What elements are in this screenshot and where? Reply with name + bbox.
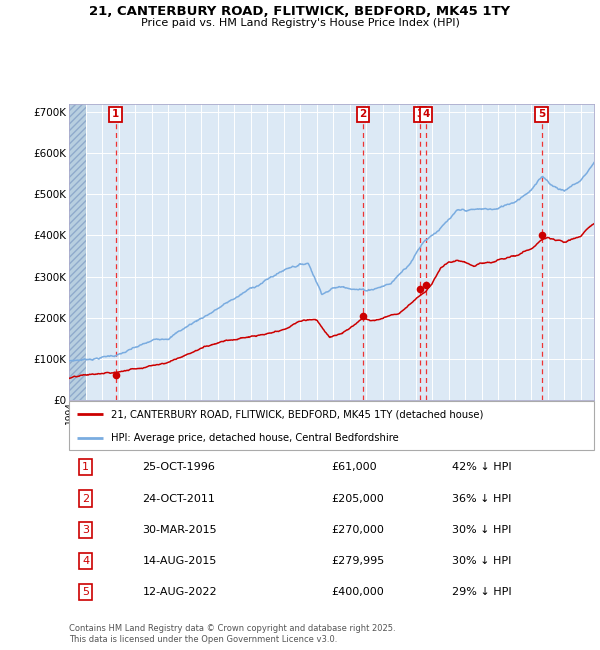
Text: 42% ↓ HPI: 42% ↓ HPI — [452, 462, 512, 473]
Text: 5: 5 — [538, 109, 545, 120]
Text: 4: 4 — [82, 556, 89, 566]
Text: 30-MAR-2015: 30-MAR-2015 — [143, 525, 217, 535]
Text: 5: 5 — [82, 587, 89, 597]
Text: £400,000: £400,000 — [331, 587, 384, 597]
Text: 30% ↓ HPI: 30% ↓ HPI — [452, 525, 512, 535]
Text: 14-AUG-2015: 14-AUG-2015 — [143, 556, 217, 566]
Text: 2: 2 — [359, 109, 367, 120]
Text: HPI: Average price, detached house, Central Bedfordshire: HPI: Average price, detached house, Cent… — [111, 433, 399, 443]
Text: 1: 1 — [82, 462, 89, 473]
Text: £61,000: £61,000 — [331, 462, 377, 473]
Text: Contains HM Land Registry data © Crown copyright and database right 2025.
This d: Contains HM Land Registry data © Crown c… — [69, 624, 395, 644]
FancyBboxPatch shape — [69, 401, 594, 450]
Text: £270,000: £270,000 — [331, 525, 385, 535]
Text: 21, CANTERBURY ROAD, FLITWICK, BEDFORD, MK45 1TY: 21, CANTERBURY ROAD, FLITWICK, BEDFORD, … — [89, 5, 511, 18]
Text: 30% ↓ HPI: 30% ↓ HPI — [452, 556, 512, 566]
Text: 4: 4 — [422, 109, 430, 120]
Text: 3: 3 — [416, 109, 424, 120]
Text: 29% ↓ HPI: 29% ↓ HPI — [452, 587, 512, 597]
Text: £279,995: £279,995 — [331, 556, 385, 566]
Text: 25-OCT-1996: 25-OCT-1996 — [143, 462, 215, 473]
Text: 1: 1 — [112, 109, 119, 120]
Text: Price paid vs. HM Land Registry's House Price Index (HPI): Price paid vs. HM Land Registry's House … — [140, 18, 460, 28]
Text: 2: 2 — [82, 493, 89, 504]
Text: 24-OCT-2011: 24-OCT-2011 — [143, 493, 215, 504]
Text: 36% ↓ HPI: 36% ↓ HPI — [452, 493, 512, 504]
Text: 3: 3 — [82, 525, 89, 535]
Text: 12-AUG-2022: 12-AUG-2022 — [143, 587, 217, 597]
Text: £205,000: £205,000 — [331, 493, 384, 504]
Text: 21, CANTERBURY ROAD, FLITWICK, BEDFORD, MK45 1TY (detached house): 21, CANTERBURY ROAD, FLITWICK, BEDFORD, … — [111, 410, 484, 419]
Bar — [69, 104, 86, 400]
